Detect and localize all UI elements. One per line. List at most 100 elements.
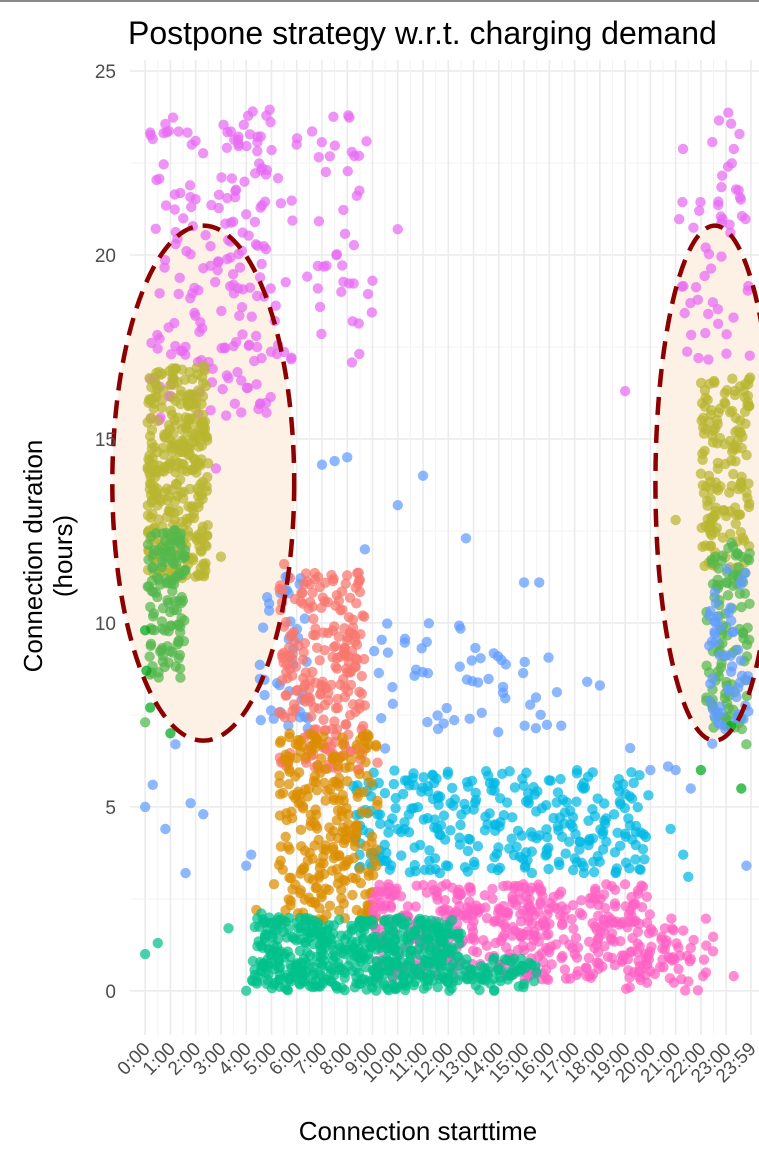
data-point [347,872,358,883]
data-point [428,777,440,789]
data-point [557,950,568,962]
data-point [260,397,272,409]
data-point [647,926,659,937]
data-point [493,726,504,738]
data-point [290,703,301,714]
data-point [152,937,163,949]
data-point [317,592,329,603]
y-tick-label: 0 [105,982,116,1003]
data-point [543,863,554,875]
data-point [310,981,321,992]
data-point [614,796,626,807]
data-point [169,204,180,215]
data-point [534,577,545,588]
data-point [342,635,353,646]
data-point [153,672,164,683]
data-point [729,502,741,513]
data-point [732,644,744,656]
data-point [531,967,542,978]
data-point [707,578,719,590]
data-point [368,645,380,657]
data-point [200,380,212,392]
data-point [624,982,635,993]
data-point [480,811,491,822]
data-point [455,928,467,940]
data-point [432,723,444,735]
data-point [713,115,725,126]
data-point [154,173,165,185]
data-point [630,820,642,832]
data-point [143,554,154,565]
data-point [285,951,296,963]
data-point [169,317,180,329]
data-point [169,419,181,431]
data-point [165,405,177,416]
data-point [697,541,708,552]
data-point [540,799,552,811]
data-point [494,916,505,927]
data-point [331,724,343,735]
data-point [637,843,649,855]
data-point [396,918,407,930]
data-point [555,773,566,785]
data-point [178,493,189,504]
data-point [645,764,656,776]
data-point [260,244,272,255]
data-point [170,478,182,490]
data-point [167,112,179,123]
data-point [698,954,710,965]
data-point [399,775,411,786]
data-point [320,883,332,894]
data-point [727,541,739,552]
data-point [570,932,582,944]
data-point [717,214,728,225]
data-point [431,923,442,934]
data-point [743,501,755,513]
data-point [540,942,552,954]
data-point [587,767,598,778]
data-point [632,885,644,896]
data-point [313,216,325,227]
data-point [355,628,366,640]
data-point [372,809,383,820]
data-point [500,693,511,704]
data-point [489,785,500,796]
data-point [262,975,274,986]
data-point [409,859,420,871]
data-point [234,310,245,321]
data-point [336,893,347,904]
data-point [519,720,530,731]
data-point [541,831,553,843]
data-point [553,889,565,900]
data-point [545,775,556,786]
data-point [504,970,516,982]
data-point [228,279,239,291]
data-point [328,826,339,837]
data-point [587,917,598,929]
data-point [639,854,650,865]
data-point [508,882,519,894]
data-point [227,269,239,280]
data-point [583,952,595,964]
series-10 [139,908,542,997]
data-point [684,956,696,967]
data-point [197,147,209,159]
data-point [282,672,293,684]
data-point [490,819,502,830]
data-point [200,229,211,241]
data-point [685,329,697,341]
data-point [277,787,289,799]
data-point [344,761,355,772]
data-point [627,916,639,927]
data-point [624,863,635,874]
data-point [195,317,206,328]
data-point [167,392,178,403]
data-point [442,972,454,984]
data-point [729,389,741,401]
data-point [340,578,351,589]
data-point [216,342,227,354]
data-point [628,777,639,789]
data-point [346,357,358,368]
data-point [318,627,329,638]
data-point [354,348,365,360]
